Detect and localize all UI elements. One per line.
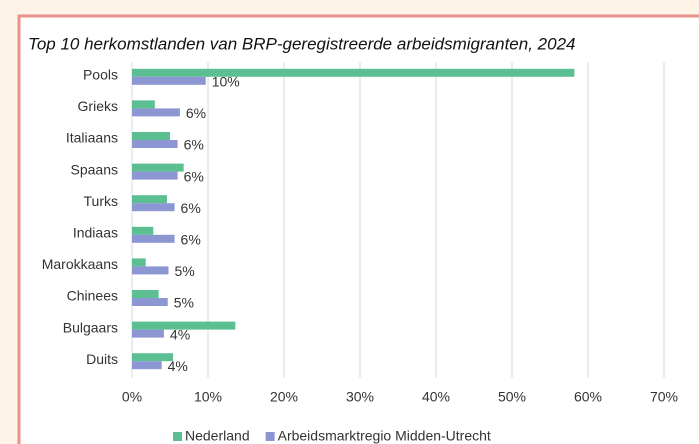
y-tick-label: Bulgaars (63, 319, 118, 335)
bar (132, 163, 184, 172)
y-tick-label: Indiaas (73, 225, 118, 241)
data-label: 4% (168, 358, 188, 374)
y-tick-label: Pools (83, 67, 118, 83)
chart-title: Top 10 herkomstlanden van BRP-geregistre… (28, 34, 575, 53)
data-label: 5% (174, 295, 194, 311)
bar (132, 76, 206, 85)
bar (132, 258, 146, 267)
x-tick-label: 70% (650, 389, 678, 405)
data-label: 6% (181, 232, 201, 248)
y-tick-label: Marokkaans (42, 256, 118, 272)
bar (132, 68, 575, 77)
data-label: 10% (212, 74, 240, 90)
y-tick-label: Duits (86, 351, 118, 367)
y-tick-label: Chinees (67, 288, 118, 304)
y-tick-label: Spaans (71, 161, 118, 177)
x-tick-label: 0% (122, 389, 142, 405)
x-tick-label: 60% (574, 389, 602, 405)
bar (132, 298, 168, 306)
data-label: 6% (184, 137, 204, 153)
y-tick-label: Turks (84, 193, 118, 209)
bar (132, 234, 175, 243)
bar (132, 171, 178, 180)
bar (132, 290, 159, 298)
bar (132, 266, 169, 275)
bar (132, 203, 175, 212)
data-label: 4% (170, 326, 190, 342)
data-label: 6% (186, 105, 206, 121)
x-tick-label: 20% (270, 389, 298, 405)
x-tick-label: 30% (346, 389, 374, 405)
legend-swatch (173, 432, 182, 441)
y-tick-label: Grieks (78, 98, 118, 114)
bar (132, 108, 180, 117)
x-tick-label: 50% (498, 389, 526, 405)
y-tick-label: Italiaans (66, 130, 118, 146)
data-label: 5% (174, 263, 194, 279)
bar (132, 100, 155, 109)
data-label: 6% (184, 168, 204, 184)
bar (132, 321, 236, 330)
bar (132, 361, 162, 370)
x-tick-label: 40% (422, 389, 450, 405)
bar (132, 195, 167, 204)
chart-frame (17, 14, 699, 444)
bar (132, 132, 170, 140)
legend-swatch (265, 432, 275, 441)
bar (132, 226, 154, 235)
legend-label: Arbeidsmarktregio Midden-Utrecht (278, 428, 491, 444)
bar (132, 329, 164, 338)
legend-label: Nederland (185, 428, 250, 444)
x-tick-label: 10% (194, 389, 222, 405)
bar (132, 353, 174, 362)
bar (132, 140, 178, 148)
data-label: 6% (181, 200, 201, 216)
